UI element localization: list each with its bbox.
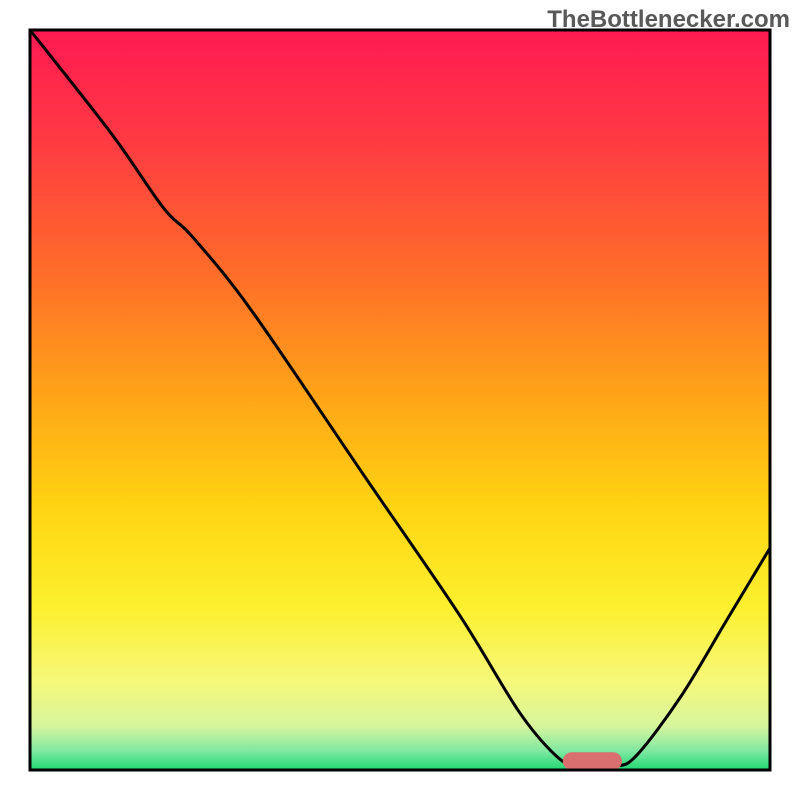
plot-background [30,30,770,770]
watermark-text: TheBottlenecker.com [547,6,790,34]
bottleneck-chart [0,0,800,800]
optimal-marker [563,752,622,770]
chart-stage: TheBottlenecker.com [0,0,800,800]
